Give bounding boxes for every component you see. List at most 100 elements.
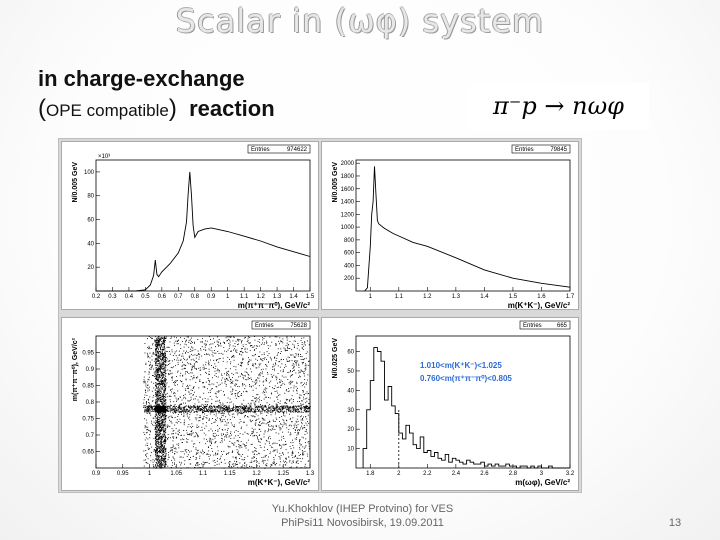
scatter-point bbox=[190, 411, 192, 413]
scatter-point bbox=[172, 462, 173, 464]
scatter-point bbox=[163, 404, 165, 406]
scatter-point bbox=[271, 412, 273, 414]
scatter-point bbox=[208, 407, 210, 408]
scatter-point bbox=[191, 337, 192, 339]
scatter-point bbox=[258, 441, 260, 443]
stat-box-label: Entries bbox=[255, 323, 274, 329]
scatter-point bbox=[228, 436, 230, 438]
scatter-point bbox=[247, 410, 249, 412]
scatter-point bbox=[155, 375, 157, 376]
scatter-point bbox=[202, 418, 203, 420]
scatter-point bbox=[164, 341, 166, 343]
scatter-point bbox=[182, 451, 184, 452]
scatter-point bbox=[215, 419, 217, 421]
scatter-point bbox=[173, 409, 174, 410]
scatter-point bbox=[244, 446, 246, 448]
scatter-point bbox=[242, 407, 244, 409]
scatter-point bbox=[171, 351, 173, 353]
scatter-point bbox=[278, 361, 280, 363]
scatter-point bbox=[291, 411, 293, 413]
scatter-point bbox=[160, 456, 162, 457]
scatter-point bbox=[262, 371, 263, 373]
scatter-point bbox=[267, 412, 269, 414]
scatter-point bbox=[184, 373, 186, 375]
scatter-point bbox=[302, 419, 304, 421]
scatter-point bbox=[189, 407, 191, 408]
scatter-point bbox=[174, 410, 176, 411]
scatter-point bbox=[262, 422, 264, 424]
scatter-point bbox=[221, 437, 223, 439]
scatter-point bbox=[147, 406, 149, 408]
scatter-point bbox=[152, 409, 154, 411]
scatter-point bbox=[178, 409, 180, 411]
scatter-point bbox=[157, 355, 159, 357]
scatter-point bbox=[152, 375, 153, 376]
scatter-point bbox=[192, 426, 194, 427]
scatter-point bbox=[215, 409, 216, 411]
scatter-point bbox=[296, 457, 298, 459]
scatter-point bbox=[166, 426, 168, 427]
scatter-point bbox=[167, 346, 169, 348]
scatter-point bbox=[275, 413, 276, 415]
scatter-point bbox=[285, 398, 287, 400]
scatter-point bbox=[263, 433, 265, 435]
scatter-point bbox=[254, 383, 256, 385]
scatter-point bbox=[163, 466, 165, 468]
scatter-point bbox=[167, 360, 169, 362]
scatter-point bbox=[253, 456, 255, 457]
scatter-point bbox=[168, 386, 170, 388]
scatter-point bbox=[147, 399, 149, 401]
scatter-point bbox=[151, 420, 152, 422]
scatter-point bbox=[217, 341, 219, 343]
scatter-point bbox=[227, 453, 229, 455]
scatter-point bbox=[252, 433, 254, 434]
scatter-point bbox=[254, 407, 256, 409]
scatter-point bbox=[258, 452, 259, 454]
scatter-point bbox=[277, 407, 279, 409]
scatter-point bbox=[192, 388, 194, 389]
scatter-point bbox=[241, 426, 242, 428]
scatter-point bbox=[214, 435, 216, 437]
scatter-point bbox=[160, 356, 162, 357]
scatter-point bbox=[179, 344, 181, 346]
scatter-point bbox=[164, 375, 166, 376]
scatter-point bbox=[163, 338, 165, 340]
scatter-point bbox=[158, 343, 160, 345]
scatter-point bbox=[158, 363, 160, 365]
scatter-point bbox=[158, 378, 160, 380]
scatter-point bbox=[160, 400, 162, 402]
scatter-point bbox=[156, 348, 157, 350]
scatter-point bbox=[208, 456, 210, 457]
scatter-point bbox=[237, 408, 238, 410]
scatter-point bbox=[158, 459, 160, 461]
scatter-point bbox=[247, 378, 249, 380]
subtitle-open-paren: ( bbox=[38, 95, 46, 122]
scatter-point bbox=[156, 424, 157, 426]
scatter-point bbox=[272, 419, 274, 421]
scatter-point bbox=[257, 415, 259, 417]
scatter-point bbox=[287, 344, 289, 346]
scatter-point bbox=[269, 336, 271, 338]
scatter-point bbox=[221, 413, 223, 414]
scatter-point bbox=[155, 425, 156, 427]
scatter-point bbox=[262, 358, 264, 359]
scatter-point bbox=[243, 383, 245, 385]
scatter-point bbox=[288, 400, 290, 402]
y-tick-label: 2000 bbox=[341, 161, 355, 167]
scatter-point bbox=[237, 410, 239, 412]
scatter-point bbox=[211, 410, 212, 412]
scatter-point bbox=[185, 352, 186, 354]
scatter-point bbox=[158, 342, 160, 343]
scatter-point bbox=[165, 384, 167, 386]
scatter-point bbox=[165, 358, 166, 360]
scatter-point bbox=[292, 442, 294, 443]
scatter-point bbox=[169, 370, 171, 371]
scatter-point bbox=[158, 356, 160, 358]
scatter-point bbox=[250, 420, 252, 422]
scatter-point bbox=[244, 337, 245, 339]
scatter-point bbox=[197, 436, 199, 438]
scatter-point bbox=[155, 399, 157, 401]
scatter-point bbox=[285, 405, 287, 407]
scatter-point bbox=[164, 449, 166, 451]
scatter-point bbox=[158, 414, 159, 415]
